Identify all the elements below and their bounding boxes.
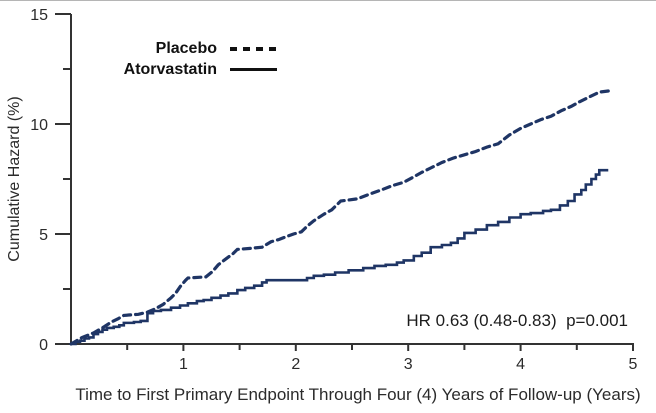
y-tick-label: 15 [30, 7, 48, 24]
y-tick-label: 5 [39, 227, 48, 244]
x-tick-label: 2 [291, 356, 300, 373]
legend-label-placebo: Placebo [155, 39, 217, 57]
x-tick-label: 5 [629, 356, 638, 373]
hazard-ratio-annotation: HR 0.63 (0.48-0.83) p=0.001 [406, 311, 628, 330]
y-tick-label: 0 [39, 337, 48, 354]
x-tick-label: 3 [404, 356, 413, 373]
placebo-dashed-line-sample [230, 46, 277, 51]
legend-row-atorvastatin: Atorvastatin [89, 59, 277, 80]
legend-row-placebo: Placebo [89, 38, 277, 59]
y-tick-label: 10 [30, 117, 48, 134]
x-tick-label: 1 [179, 356, 188, 373]
atorvastatin-curve [71, 168, 609, 346]
x-tick-label: 4 [516, 356, 525, 373]
placebo-curve [69, 89, 610, 346]
x-axis-title: Time to First Primary Endpoint Through F… [75, 385, 641, 404]
atorvastatin-solid-line-sample [230, 68, 277, 71]
legend-label-atorvastatin: Atorvastatin [123, 60, 217, 78]
legend: Placebo Atorvastatin [89, 38, 277, 80]
